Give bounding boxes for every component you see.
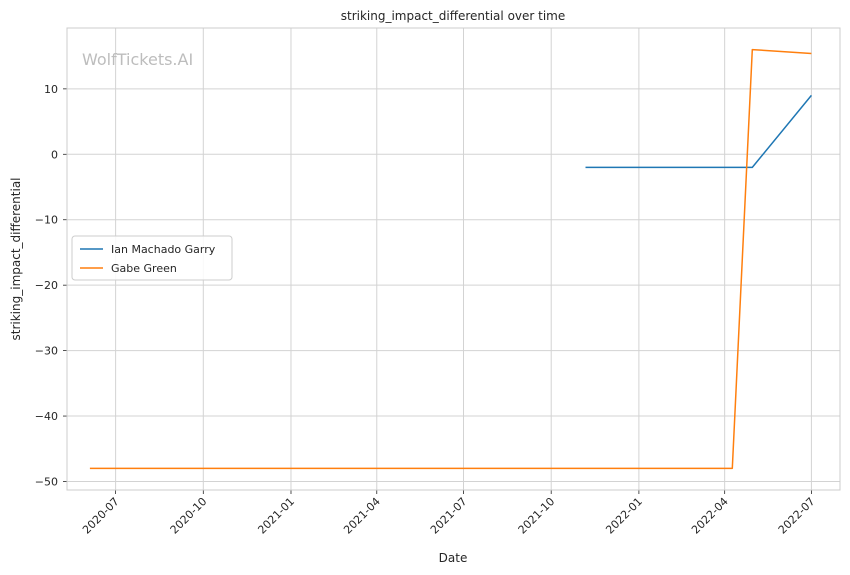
legend: Ian Machado Garry Gabe Green (71, 235, 233, 281)
legend-label-gabe-green: Gabe Green (111, 262, 177, 275)
y-tick-label: −10 (35, 214, 58, 227)
series-layer (89, 48, 812, 470)
grid-layer (63, 28, 840, 494)
y-tick-label: 10 (44, 83, 58, 96)
legend-box (71, 235, 233, 281)
y-tick-label: −40 (35, 410, 58, 423)
y-tick-label: −30 (35, 345, 58, 358)
x-axis-label: Date (439, 551, 468, 565)
x-tick-labels: 2020-07 2020-10 2021-01 2021-04 2021-07 2021-… (80, 495, 817, 537)
y-tick-label: 0 (51, 148, 58, 161)
plot-frame (66, 27, 841, 491)
x-tick-label: 2020-10 (168, 495, 210, 537)
x-tick-label: 2021-01 (255, 495, 297, 537)
y-tick-label: −20 (35, 279, 58, 292)
chart-title: striking_impact_differential over time (341, 9, 566, 23)
x-tick-label: 2021-04 (341, 495, 383, 537)
x-tick-label: 2022-04 (689, 495, 731, 537)
y-tick-label: −50 (35, 475, 58, 488)
series-line-gabe-green (89, 48, 812, 470)
y-tick-labels: 10 0 −10 −20 −30 −40 −50 (35, 83, 58, 489)
x-tick-label: 2022-01 (603, 495, 645, 537)
x-tick-label: 2021-10 (516, 495, 558, 537)
x-tick-label: 2022-07 (776, 495, 818, 537)
series-line-ian-machado-garry (585, 94, 812, 169)
watermark-text: WolfTickets.AI (82, 50, 193, 69)
y-axis-label: striking_impact_differential (9, 177, 23, 340)
legend-label-ian-machado-garry: Ian Machado Garry (111, 243, 216, 256)
x-tick-label: 2020-07 (80, 495, 122, 537)
x-tick-label: 2021-07 (428, 495, 470, 537)
